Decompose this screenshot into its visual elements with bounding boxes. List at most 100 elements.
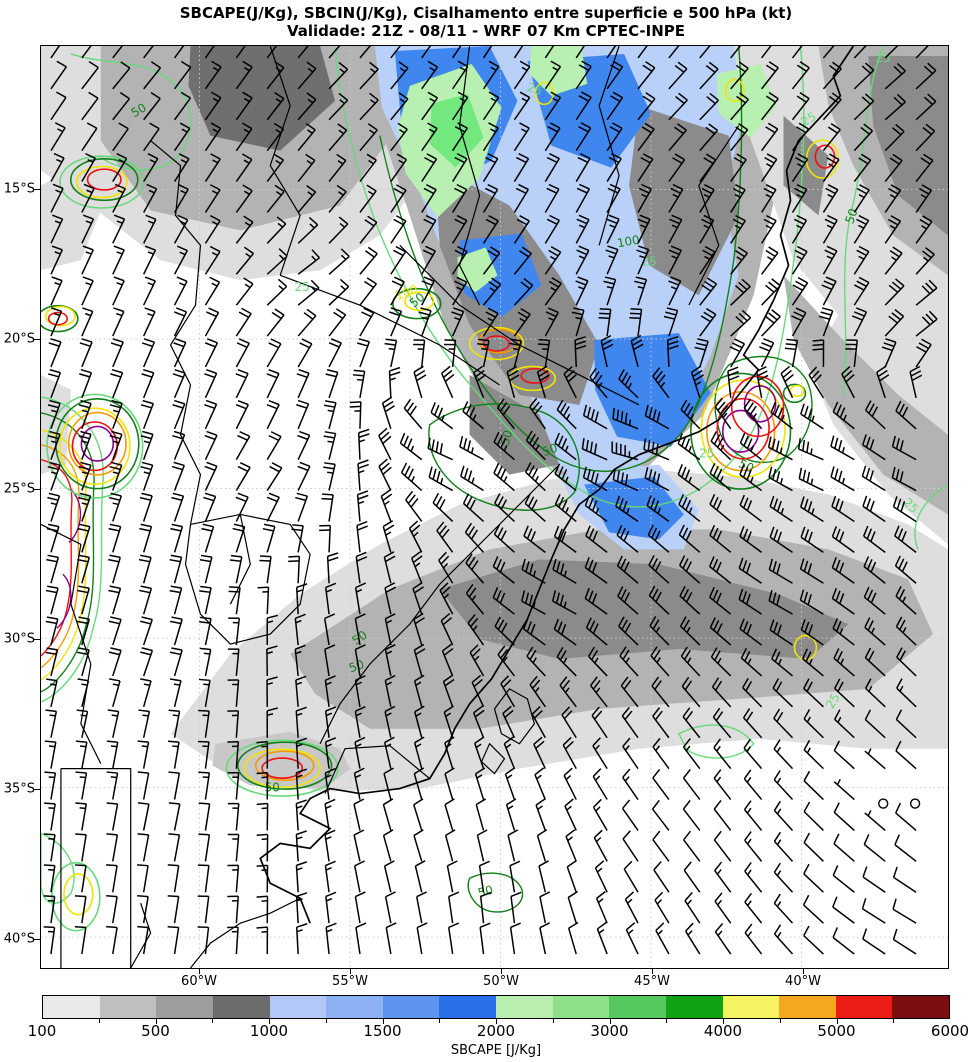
colorbar-tick — [836, 1019, 838, 1024]
wind-barb — [761, 278, 781, 306]
wind-barb — [266, 248, 288, 275]
wind-barb — [556, 646, 577, 677]
wind-barb — [714, 892, 732, 924]
wind-barb — [413, 829, 424, 862]
contour-label: 25 — [823, 691, 843, 711]
sbcin-ring-contour — [67, 411, 127, 476]
wind-barb — [507, 829, 519, 862]
wind-barb — [864, 709, 886, 739]
wind-barb — [744, 831, 763, 862]
wind-barb — [204, 214, 221, 244]
wind-barb — [295, 830, 307, 862]
wind-barb — [112, 153, 128, 182]
wind-barb — [143, 183, 158, 213]
wind-barb — [78, 492, 92, 522]
wind-barb — [513, 307, 531, 337]
wind-barb — [612, 468, 639, 492]
wind-barb — [738, 588, 763, 615]
wind-barb — [430, 402, 454, 430]
wind-barb — [592, 798, 608, 831]
wind-barb — [77, 585, 90, 615]
colorbar-segment — [99, 996, 157, 1018]
wind-barb — [295, 861, 308, 893]
contour-label: 100 — [616, 233, 641, 251]
wind-barb — [199, 585, 212, 615]
wind-barb — [235, 307, 252, 337]
wind-barb — [864, 617, 886, 646]
wind-barb — [551, 590, 577, 615]
wind-barb — [803, 709, 824, 739]
wind-barb — [411, 551, 423, 584]
wind-barb — [452, 91, 469, 121]
wind-barb — [297, 46, 309, 59]
wind-barb — [803, 925, 824, 955]
wind-barb — [359, 153, 377, 183]
colorbar-tick — [98, 1019, 100, 1023]
wind-barb — [896, 647, 917, 677]
wind-barb — [651, 676, 670, 708]
contour-value-labels: 2525252525252525505050505050505050501001… — [129, 51, 922, 900]
sbcin-ring-contour — [70, 158, 139, 202]
sbcin-ring-contour — [47, 311, 69, 326]
wind-barb — [832, 401, 855, 430]
colorbar-tick — [496, 1019, 497, 1024]
wind-barb — [768, 558, 793, 584]
wind-barb — [47, 492, 61, 522]
wind-barb — [440, 365, 455, 399]
wind-barb — [575, 276, 589, 306]
wind-barb — [616, 555, 639, 584]
wind-barb — [603, 276, 617, 306]
colorbar-segment — [43, 996, 100, 1018]
wind-barb — [462, 401, 485, 430]
sbcin-ring — [41, 304, 79, 333]
wind-barb — [50, 91, 67, 121]
wind-barb — [471, 674, 485, 708]
contour-lines — [41, 46, 948, 913]
wind-barb — [296, 368, 310, 399]
wind-barb — [173, 60, 192, 90]
wind-barb — [637, 122, 655, 152]
colorbar-tick — [269, 1019, 270, 1024]
wind-barb — [173, 338, 187, 368]
wind-barb — [895, 586, 917, 615]
contour-label: 50 — [265, 781, 280, 795]
wind-barb — [690, 365, 704, 399]
contour-label: 25 — [295, 280, 310, 294]
wind-barb — [915, 46, 929, 59]
wind-barb — [699, 92, 719, 121]
wind-barb — [478, 860, 490, 893]
wind-barb — [759, 338, 775, 368]
wind-barb — [637, 46, 648, 59]
wind-barb — [482, 46, 493, 59]
wind-barb — [413, 736, 425, 769]
wind-barb — [109, 492, 123, 522]
wind-barb — [884, 184, 902, 213]
wind-barb — [421, 46, 432, 59]
wind-barb — [637, 183, 652, 213]
wind-barb — [822, 46, 835, 59]
wind-barb — [169, 585, 183, 615]
wind-barb — [228, 586, 241, 615]
wind-barb — [606, 46, 617, 59]
wind-barb — [390, 184, 407, 213]
wind-barb — [204, 91, 222, 121]
wind-barb — [227, 771, 240, 800]
wind-barb — [415, 891, 427, 924]
wind-barb — [822, 184, 839, 213]
wind-barb — [862, 928, 886, 955]
wind-barb — [563, 365, 577, 399]
wind-barb — [663, 307, 679, 337]
wind-barb — [739, 464, 763, 492]
wind-barb — [47, 430, 61, 460]
wind-barb — [227, 741, 240, 769]
wind-barb — [606, 91, 624, 121]
wind-barb — [167, 925, 180, 955]
wind-barb — [474, 736, 485, 769]
wind-barb — [476, 829, 488, 862]
wind-barb — [571, 307, 585, 337]
wind-barb — [139, 616, 153, 646]
wind-barb — [862, 495, 886, 523]
sbcin-ring-contour — [59, 155, 145, 209]
colorbar-tick — [439, 1019, 441, 1023]
wind-barb — [198, 709, 210, 738]
